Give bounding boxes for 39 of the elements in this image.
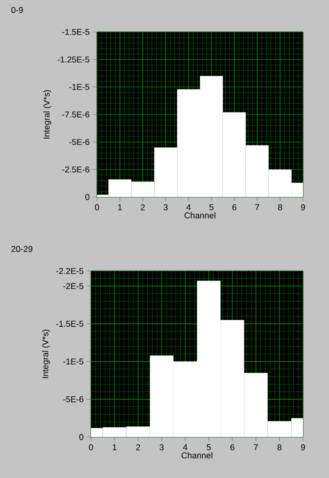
y-tick-label: -1.5E-5	[62, 29, 90, 35]
x-tick-label: 7	[255, 204, 260, 210]
y-tick-label: -1.5E-5	[56, 320, 84, 327]
y-tick-label: -1.25E-5	[57, 56, 90, 63]
x-tick-label: 3	[160, 444, 164, 450]
x-tick-label: 8	[277, 444, 282, 450]
x-tick-label: 6	[232, 204, 236, 210]
x-tick-label: 2	[140, 204, 145, 210]
x-tick-label: 1	[118, 204, 122, 210]
x-tick-label: 8	[278, 204, 282, 210]
x-tick-label: 2	[136, 444, 140, 450]
x-tick-label: 5	[209, 204, 214, 210]
x-tick-label: 5	[206, 444, 211, 450]
x-tick-label: 1	[112, 444, 117, 450]
y-tick-label: -2E-5	[63, 283, 84, 290]
x-tick-label: 3	[164, 204, 168, 210]
text: 0-9	[11, 6, 23, 13]
x-axis-title: Channel	[182, 452, 212, 458]
y-axis-title: Integral (V*s)	[42, 330, 50, 378]
y-tick-label: -7.5E-6	[62, 111, 90, 118]
y-tick-label: 0	[85, 194, 90, 200]
x-axis-title: Channel	[184, 212, 216, 218]
y-tick-label: -1E-5	[69, 84, 90, 90]
x-tick-label: 9	[301, 204, 305, 210]
x-tick-label: 0	[94, 204, 100, 210]
x-tick-label: 7	[254, 444, 258, 450]
x-tick-label: 4	[183, 444, 188, 450]
text: 20-29	[11, 246, 32, 252]
y-tick-label: -2.2E-5	[56, 268, 84, 274]
y-tick-label: -2.5E-6	[62, 166, 90, 173]
y-tick-label: -5E-6	[69, 138, 90, 146]
y-tick-label: 0	[79, 434, 84, 440]
y-tick-label: -1E-5	[63, 358, 84, 365]
x-tick-label: 9	[301, 444, 305, 450]
y-axis-title: Integral (V*s)	[43, 90, 52, 139]
x-tick-label: 6	[230, 444, 234, 450]
y-tick-label: -5E-6	[63, 396, 84, 402]
x-tick-label: 0	[88, 444, 94, 450]
x-tick-label: 4	[186, 204, 191, 210]
